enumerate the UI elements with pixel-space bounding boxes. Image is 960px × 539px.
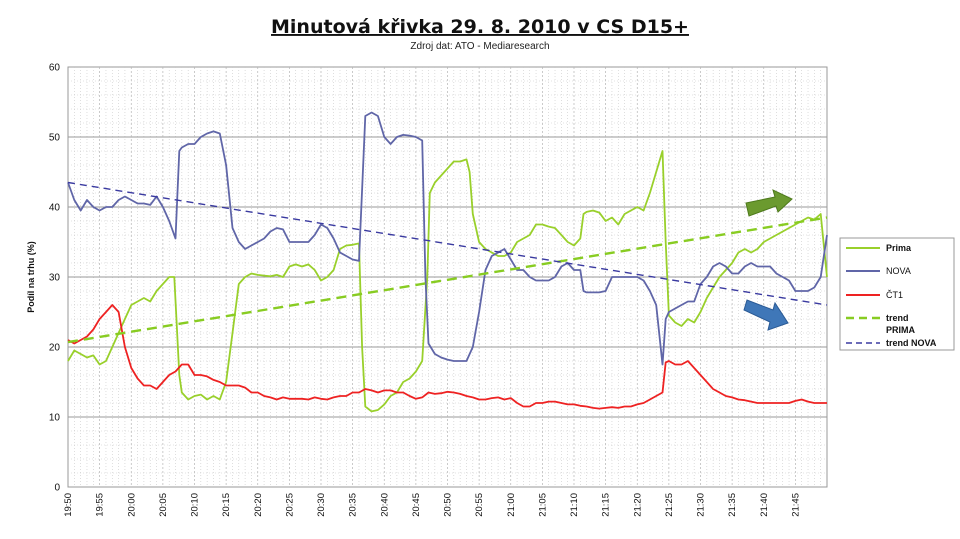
arrow-up-icon <box>745 189 793 217</box>
legend-label: trend NOVA <box>886 338 937 348</box>
major-grid <box>68 67 827 487</box>
series-layer <box>67 111 828 413</box>
x-tick-label: 20:10 <box>190 493 201 517</box>
legend: Prima NOVA ČT1 trend PRIMA trend NOVA <box>839 237 955 351</box>
y-tick-label: 60 <box>49 63 61 74</box>
x-tick-label: 20:40 <box>379 493 390 517</box>
x-tick-label: 19:50 <box>63 493 74 517</box>
legend-label: PRIMA <box>886 325 916 335</box>
x-tick-label: 21:10 <box>569 493 580 517</box>
x-tick-label: 20:00 <box>126 493 137 517</box>
x-tick-label: 21:20 <box>632 493 643 517</box>
series-line-prima <box>67 150 828 413</box>
series-line-čt1 <box>67 304 827 410</box>
series-line-nova <box>67 111 828 366</box>
legend-label: ČT1 <box>886 290 903 300</box>
x-tick-label: 21:15 <box>601 493 612 517</box>
x-tick-label: 20:20 <box>253 493 264 517</box>
legend-label: trend <box>886 313 909 323</box>
chart-subtitle: Zdroj dat: ATO - Mediaresearch <box>410 41 549 52</box>
y-tick-label: 50 <box>49 133 61 144</box>
x-tick-label: 21:05 <box>537 493 548 517</box>
series-line-trend-nova <box>67 181 828 306</box>
y-tick-label: 0 <box>54 483 60 494</box>
y-axis-ticks: 0 10 20 30 40 50 60 <box>49 63 61 494</box>
y-tick-label: 40 <box>49 203 61 214</box>
x-tick-label: 21:00 <box>506 493 517 517</box>
y-tick-label: 10 <box>49 413 61 424</box>
x-tick-label: 20:15 <box>221 493 232 517</box>
x-tick-label: 19:55 <box>95 493 106 517</box>
y-tick-label: 20 <box>49 343 61 354</box>
y-tick-label: 30 <box>49 273 61 284</box>
x-tick-label: 20:30 <box>316 493 327 517</box>
x-tick-label: 21:25 <box>664 493 675 517</box>
chart-title: Minutová křivka 29. 8. 2010 v CS D15+ <box>271 16 689 38</box>
x-tick-label: 20:35 <box>348 493 359 517</box>
x-tick-label: 20:50 <box>443 493 454 517</box>
legend-label: Prima <box>886 243 912 253</box>
legend-items: Prima NOVA ČT1 trend PRIMA trend NOVA <box>846 243 937 348</box>
y-axis-label: Podíl na trhu (%) <box>26 241 36 313</box>
x-tick-label: 20:25 <box>284 493 295 517</box>
x-axis-ticks: 19:50 19:55 20:00 20:05 20:10 20:15 20:20 20:25… <box>63 493 801 517</box>
x-tick-label: 20:05 <box>158 493 169 517</box>
x-tick-label: 21:40 <box>759 493 770 517</box>
series-line-trend-prima <box>67 216 828 344</box>
x-tick-label: 21:30 <box>696 493 707 517</box>
x-tick-label: 20:45 <box>411 493 422 517</box>
x-tick-label: 21:45 <box>790 493 801 517</box>
arrow-down-icon <box>743 299 789 331</box>
x-tick-label: 20:55 <box>474 493 485 517</box>
x-tick-label: 21:35 <box>727 493 738 517</box>
legend-label: NOVA <box>886 266 911 276</box>
